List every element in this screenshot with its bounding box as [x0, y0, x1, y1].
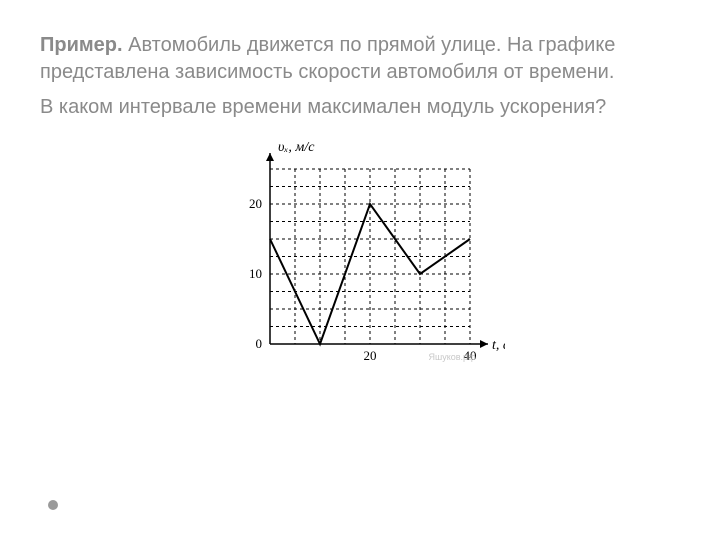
svg-text:0: 0: [256, 336, 263, 351]
svg-text:10: 10: [249, 266, 262, 281]
problem-label: Пример.: [40, 34, 123, 56]
svg-text:υₓ, м/с: υₓ, м/с: [278, 140, 315, 155]
velocity-time-chart: 204001020t, сυₓ, м/сЯшуков.рф: [215, 139, 505, 389]
svg-text:20: 20: [249, 196, 262, 211]
svg-text:20: 20: [364, 348, 377, 363]
problem-statement: Пример. Автомобиль движется по прямой ул…: [40, 32, 680, 86]
svg-text:t, с: t, с: [492, 338, 505, 353]
problem-question: В каком интервале времени максимален мод…: [40, 94, 680, 121]
svg-text:Яшуков.рф: Яшуков.рф: [429, 352, 477, 362]
problem-body: Автомобиль движется по прямой улице. На …: [40, 34, 615, 83]
bullet-icon: [48, 500, 58, 510]
chart-wrapper: 204001020t, сυₓ, м/сЯшуков.рф: [40, 139, 680, 389]
